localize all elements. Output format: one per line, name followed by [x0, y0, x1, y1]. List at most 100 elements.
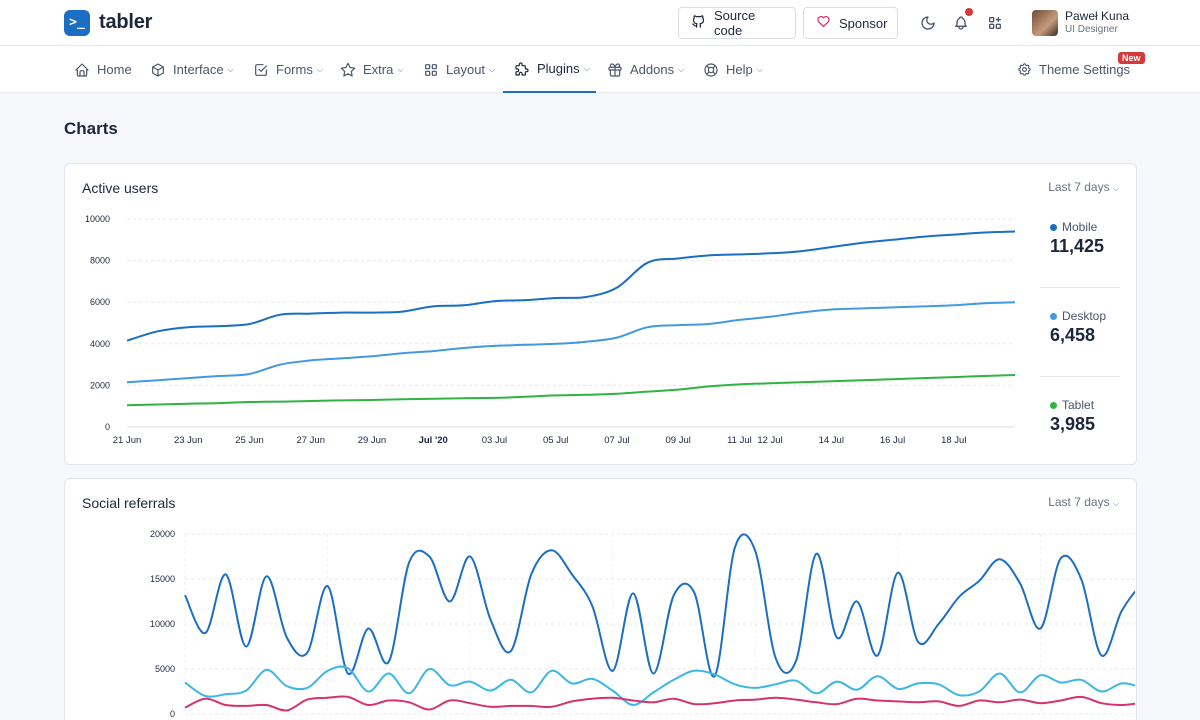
user-avatar[interactable] — [1032, 10, 1058, 36]
nav-home-label: Home — [97, 62, 132, 77]
chevron-down-icon: ⌵ — [583, 63, 590, 73]
tabler-logo-icon[interactable]: >_ — [64, 10, 90, 36]
home-icon — [75, 62, 89, 77]
page-title: Charts — [64, 119, 118, 138]
nav-layout[interactable]: Layout ⌵ — [423, 46, 495, 93]
nav-interface-label: Interface — [173, 62, 224, 77]
tablet-series-line — [126, 374, 1016, 407]
package-icon — [152, 62, 164, 77]
tablet-legend-label: Tablet — [1062, 398, 1095, 412]
x-tick-label: 29 Jun — [358, 435, 387, 446]
social-referrals-card: Social referrals Last 7 days ⌵ 0 5000 1000… — [64, 478, 1137, 720]
desktop-legend-dot — [1050, 312, 1057, 320]
user-role: UI Designer — [1065, 24, 1118, 35]
settings-gear-icon — [1018, 63, 1031, 76]
x-tick-label: 09 Jul — [665, 435, 690, 446]
range-label: Last 7 days — [1048, 495, 1110, 509]
x-tick-label: 03 Jul — [482, 435, 507, 446]
y-tick-label: 10000 — [85, 214, 110, 224]
legend-tablet: Tablet 3,985 — [1050, 398, 1095, 435]
nav-help-label: Help — [726, 62, 753, 77]
new-badge: New — [1118, 52, 1145, 64]
star-icon — [340, 62, 356, 77]
x-tick-label: Jul '20 — [419, 435, 448, 446]
y-tick-label: 20000 — [150, 529, 175, 539]
nav-forms-label: Forms — [276, 62, 313, 77]
desktop-legend-value: 6,458 — [1050, 325, 1096, 345]
layout-grid-icon — [425, 63, 437, 76]
gift-icon — [608, 62, 622, 77]
nav-interface[interactable]: Interface ⌵ — [150, 46, 234, 93]
tablet-legend-dot — [1050, 401, 1057, 409]
nav-theme-settings[interactable]: Theme Settings — [1017, 46, 1130, 93]
referral-series-2-line — [184, 665, 1135, 706]
y-tick-label: 15000 — [150, 574, 175, 584]
nav-layout-label: Layout — [446, 62, 486, 77]
legend-divider — [1040, 376, 1120, 377]
checkbox-icon — [255, 63, 267, 76]
nav-home[interactable]: Home — [74, 46, 132, 93]
chevron-down-icon: ⌵ — [489, 64, 496, 74]
x-tick-label: 25 Jun — [235, 435, 264, 446]
dark-mode-moon-icon[interactable] — [917, 12, 939, 34]
x-tick-label: 21 Jun — [113, 435, 142, 446]
nav-extra-label: Extra — [363, 62, 394, 77]
nav-addons-label: Addons — [630, 62, 675, 77]
referral-series-3-line — [184, 695, 1135, 712]
nav-forms[interactable]: Forms ⌵ — [253, 46, 323, 93]
x-tick-label: 12 Jul — [757, 435, 782, 446]
nav-addons[interactable]: Addons ⌵ — [607, 46, 684, 93]
chevron-down-icon: ⌵ — [678, 64, 685, 74]
chevron-down-icon: ⌵ — [227, 64, 234, 74]
mobile-legend-dot — [1050, 223, 1057, 231]
x-tick-label: 11 Jul — [727, 435, 752, 446]
github-icon — [691, 14, 706, 32]
social-referrals-line-chart: 0 5000 10000 15000 20000 — [150, 529, 1135, 719]
y-tick-label: 2000 — [90, 380, 110, 390]
nav-plugins-label: Plugins — [537, 61, 580, 76]
range-label: Last 7 days — [1048, 180, 1110, 194]
mobile-legend-value: 11,425 — [1050, 236, 1105, 256]
active-users-line-chart: 0 2000 4000 6000 8000 10000 21 Jun 23 Jun 25 Jun… — [85, 214, 1016, 446]
y-tick-label: 10000 — [150, 619, 175, 629]
source-code-label: Source code — [714, 8, 756, 38]
y-tick-label: 0 — [170, 709, 175, 719]
nav-extra[interactable]: Extra ⌵ — [340, 46, 403, 93]
y-tick-label: 4000 — [90, 339, 110, 349]
notification-dot — [965, 8, 973, 16]
source-code-button[interactable]: Source code — [678, 7, 796, 39]
x-tick-label: 23 Jun — [174, 435, 203, 446]
chevron-down-icon: ⌵ — [397, 64, 404, 74]
heart-icon — [816, 14, 831, 32]
sponsor-label: Sponsor — [839, 15, 888, 31]
legend-divider — [1040, 287, 1120, 288]
nav-plugins[interactable]: Plugins ⌵ — [503, 46, 596, 93]
mobile-series-line — [126, 230, 1016, 342]
chevron-down-icon: ⌵ — [756, 64, 763, 74]
y-tick-label: 0 — [105, 422, 110, 432]
x-tick-label: 05 Jul — [543, 435, 568, 446]
social-referrals-title: Social referrals — [82, 495, 176, 511]
nav-help[interactable]: Help ⌵ — [703, 46, 763, 93]
sponsor-button[interactable]: Sponsor — [803, 7, 898, 39]
main-navbar: Home Interface ⌵ Forms ⌵ Extra ⌵ Layout ⌵ Pl… — [0, 46, 1200, 93]
lifebuoy-icon — [704, 62, 718, 77]
top-header: >_ tabler Source code Sponsor Paweł Kuna… — [0, 0, 1200, 46]
x-tick-label: 27 Jun — [296, 435, 325, 446]
social-referrals-range-dropdown[interactable]: Last 7 days ⌵ — [1048, 495, 1119, 509]
active-users-card: Active users Last 7 days ⌵ 0 2000 4000 6000… — [64, 163, 1137, 465]
apps-grid-icon[interactable] — [984, 12, 1006, 34]
x-tick-label: 14 Jul — [819, 435, 844, 446]
x-tick-label: 07 Jul — [604, 435, 629, 446]
desktop-legend-label: Desktop — [1062, 309, 1107, 323]
nav-theme-settings-label: Theme Settings — [1039, 62, 1131, 77]
chevron-down-icon: ⌵ — [1112, 499, 1119, 508]
x-tick-label: 18 Jul — [941, 435, 966, 446]
brand-name[interactable]: tabler — [99, 11, 153, 33]
legend-desktop: Desktop 6,458 — [1050, 309, 1106, 346]
active-users-title: Active users — [82, 180, 159, 196]
user-name[interactable]: Paweł Kuna — [1065, 9, 1130, 23]
tablet-legend-value: 3,985 — [1050, 414, 1096, 434]
notifications-bell-icon[interactable] — [950, 8, 973, 34]
active-users-range-dropdown[interactable]: Last 7 days ⌵ — [1048, 180, 1119, 194]
